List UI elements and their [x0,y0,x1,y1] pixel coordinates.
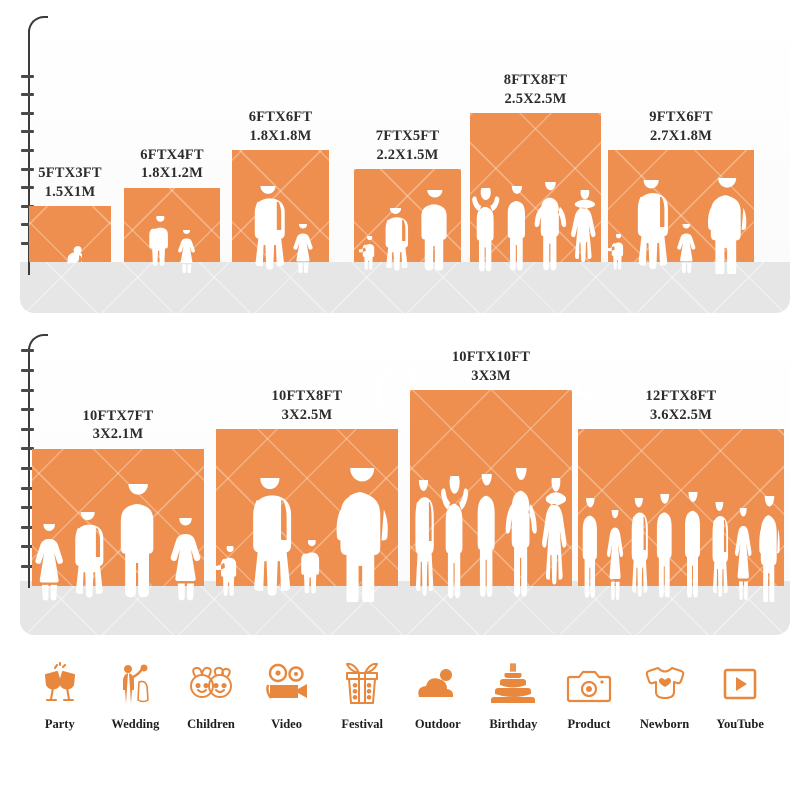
bar-label-meters: 2.5X2.5M [504,90,567,107]
bar-label-feet: 8FTX8FT [503,72,568,89]
backdrop-bar [232,150,329,262]
axis-tick-mark [21,93,34,97]
video-icon[interactable] [264,655,310,713]
axis-tick-mark [21,486,34,490]
newborn-icon[interactable] [643,655,687,713]
axis-tick-mark [21,148,34,152]
bar-label-meters: 1.8X1.2M [140,165,203,182]
axis-tick-mark [21,167,34,171]
party-icon[interactable] [38,655,82,713]
backdrop-bar-label: 6FTX4FT 1.8X1.2M [87,146,257,183]
backdrop-bar [410,390,572,586]
bar-label-feet: 7FTX5FT [375,128,440,144]
bar-label-feet: 12FTX8FT [645,388,717,405]
bar-label-feet: 5FTX3FT [38,165,102,182]
axis-tick-mark [21,186,34,190]
product-icon[interactable] [566,655,612,713]
backdrop-bar [578,429,784,586]
birthday-icon[interactable] [490,655,536,713]
axis-tick-mark [21,545,34,549]
icon-label: Festival [341,717,383,731]
axis-tick-mark [21,130,34,134]
top-axis-line [28,30,30,275]
bar-label-meters: 3X2.1M [92,426,144,443]
bar-label-feet: 10FTX10FT [451,349,531,365]
icon-cell-newborn[interactable]: Newborn [627,655,703,732]
axis-tick-mark [21,506,34,510]
axis-tick-mark [21,427,34,431]
backdrop-bar-label: 10FTX10FT 3X3M [406,348,576,385]
axis-tick-mark [21,408,34,412]
backdrop-bar-label: 8FTX8FT 2.5X2.5M [451,71,621,108]
backdrop-bar [32,448,204,586]
axis-tick-mark [21,564,34,568]
axis-tick-mark [21,223,34,227]
backdrop-bar-label: 7FTX5FT 2.2X1.5M [323,127,493,164]
icon-label: Wedding [111,717,160,731]
axis-tick-mark [21,388,34,392]
icon-cell-birthday[interactable]: Birthday [476,655,552,732]
usage-icon-strip: Party Wedding Children Video Festival Ou… [0,655,800,765]
axis-tick-mark [21,447,34,451]
backdrop-bar [608,150,754,262]
icon-label: Party [44,717,75,731]
backdrop-bar-label: 5FTX3FT 1.5X1M [0,164,155,201]
icon-cell-outdoor[interactable]: Outdoor [400,655,476,732]
top-axis-cap [28,16,48,36]
bar-label-meters: 3.6X2.5M [649,406,712,423]
bar-label-feet: 10FTX8FT [271,388,343,405]
axis-tick-mark [21,525,34,529]
backdrop-bar-label: 12FTX8FT 3.6X2.5M [596,387,766,424]
outdoor-icon[interactable] [415,655,461,713]
bottom-axis-cap [28,334,48,354]
backdrop-bar-label: 10FTX7FT 3X2.1M [33,407,203,444]
backdrop-bar-label: 6FTX6FT 1.8X1.8M [196,108,366,145]
icon-label: YouTube [716,717,764,731]
backdrop-bar [354,169,461,262]
backdrop-bar [470,113,601,262]
backdrop-bar [124,187,220,262]
icon-cell-party[interactable]: Party [22,655,98,732]
icon-cell-festival[interactable]: Festival [324,655,400,732]
bar-label-feet: 6FTX6FT [248,109,313,126]
youtube-icon[interactable] [719,655,761,713]
wedding-icon[interactable] [113,655,157,713]
axis-tick-mark [21,111,34,115]
bar-label-meters: 2.2X1.5M [376,146,439,163]
backdrop-bar [216,429,398,586]
bar-label-meters: 1.8X1.8M [249,127,312,144]
axis-tick-mark [21,74,34,78]
backdrop-bar-label: 9FTX6FT 2.7X1.8M [596,108,766,145]
bar-label-meters: 3X2.5M [281,406,333,423]
icon-label: Birthday [489,717,538,731]
axis-tick-mark [21,241,34,245]
bar-label-feet: 9FTX6FT [649,109,713,126]
bar-label-feet: 6FTX4FT [140,146,204,163]
bar-label-meters: 3X3M [471,367,511,384]
axis-tick-mark [21,368,34,372]
backdrop-bar [29,206,111,262]
icon-cell-video[interactable]: Video [249,655,325,732]
icon-cell-children[interactable]: Children [173,655,249,732]
bar-label-feet: 10FTX7FT [82,407,154,424]
axis-tick-mark [21,204,34,208]
icon-label: Video [271,717,302,731]
festival-icon[interactable] [340,655,384,713]
icon-cell-wedding[interactable]: Wedding [98,655,174,732]
icon-label: Children [187,717,235,731]
icon-label: Product [567,717,611,731]
icon-label: Outdoor [414,717,461,731]
icon-cell-youtube[interactable]: YouTube [702,655,778,732]
icon-label: Newborn [639,717,690,731]
bar-label-meters: 1.5X1M [44,183,96,200]
axis-tick-mark [21,349,34,353]
axis-tick-mark [21,466,34,470]
bar-label-meters: 2.7X1.8M [649,127,712,144]
backdrop-bar-label: 10FTX8FT 3X2.5M [222,387,392,424]
children-icon[interactable] [188,655,234,713]
icon-cell-product[interactable]: Product [551,655,627,732]
